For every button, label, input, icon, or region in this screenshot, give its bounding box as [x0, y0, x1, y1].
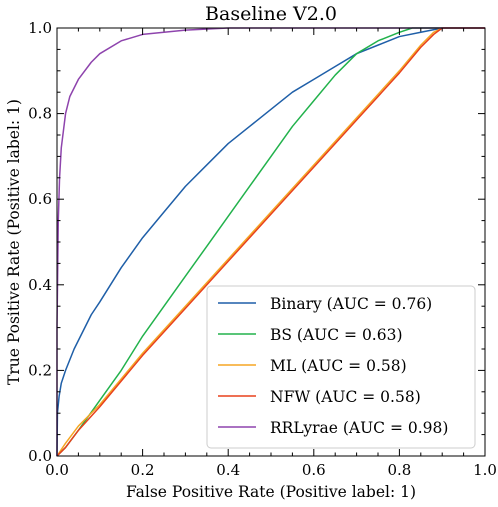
series-line-1	[56, 27, 485, 457]
legend-label: NFW (AUC = 0.58)	[270, 388, 421, 406]
x-tick-label: 0.2	[131, 461, 155, 479]
plot-lines	[56, 27, 485, 457]
series-line-4	[56, 27, 485, 457]
y-tick-label: 0.2	[28, 361, 52, 379]
legend-label: BS (AUC = 0.63)	[270, 326, 403, 344]
legend: Binary (AUC = 0.76) BS (AUC = 0.63) ML (AU…	[206, 285, 476, 449]
y-tick-label: 0.8	[28, 105, 52, 123]
x-tick-label: 1.0	[473, 461, 497, 479]
y-axis-label: True Positive Rate (Positive label: 1)	[5, 99, 23, 385]
y-tick-label: 0.0	[28, 447, 52, 465]
legend-label: RRLyrae (AUC = 0.98)	[270, 419, 448, 437]
series-line-5	[56, 27, 485, 456]
x-axis-label: False Positive Rate (Positive label: 1)	[126, 483, 416, 501]
series-line-3	[56, 27, 485, 457]
axis-ticks: 0.0 0.2 0.4 0.6 0.8 1.0 0.0 0.2 0.4 0.6 0.8 1.0	[28, 19, 497, 479]
y-tick-label: 1.0	[28, 19, 52, 37]
x-tick-label: 0.6	[302, 461, 326, 479]
y-tick-label: 0.4	[28, 276, 52, 294]
legend-box	[206, 285, 476, 449]
legend-label: Binary (AUC = 0.76)	[270, 295, 432, 313]
chart-title: Baseline V2.0	[205, 3, 337, 25]
x-tick-label: 0.4	[216, 461, 240, 479]
legend-label: ML (AUC = 0.58)	[270, 357, 407, 375]
x-tick-label: 0.8	[387, 461, 411, 479]
x-tick-label: 0.0	[45, 461, 69, 479]
series-line-2	[56, 27, 485, 457]
y-tick-label: 0.6	[28, 190, 52, 208]
